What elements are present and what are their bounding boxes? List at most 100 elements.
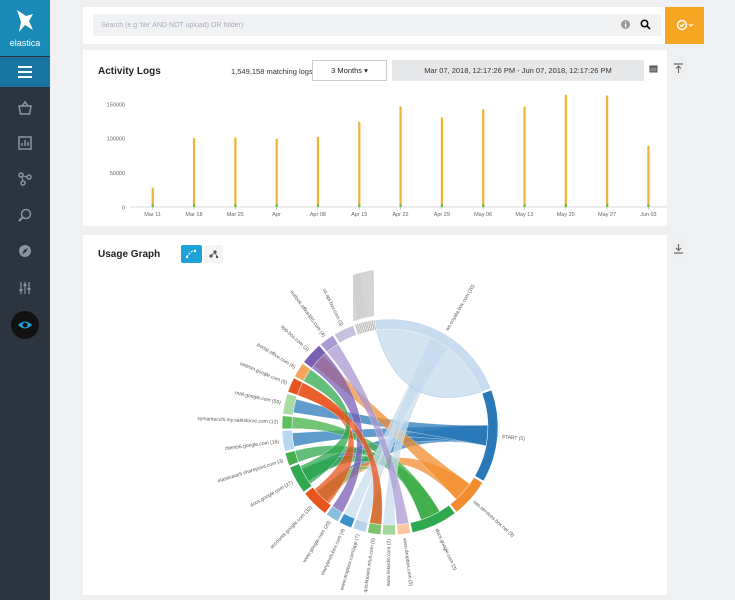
x-tick-label: Mar 11: [144, 212, 161, 218]
chord-group-arc[interactable]: [338, 513, 356, 529]
chord-small-arc: [356, 324, 361, 334]
x-tick-label: May 27: [598, 212, 616, 218]
search-zoom-icon: [18, 208, 32, 222]
nav-share[interactable]: [11, 165, 39, 193]
network-icon: [209, 250, 219, 259]
chord-small-arc: [373, 320, 376, 331]
chord-group-arc[interactable]: [281, 415, 293, 430]
chord-group-arc[interactable]: [320, 335, 339, 353]
chord-label: sadmin.google.com (5): [239, 361, 288, 387]
x-tick-label: Apr 22: [392, 212, 408, 218]
search-input[interactable]: [93, 14, 613, 36]
chord-group-arc[interactable]: [303, 345, 327, 369]
activity-bar[interactable]: [440, 117, 444, 207]
chord-view-toggle[interactable]: [181, 245, 202, 263]
activity-bar[interactable]: [523, 106, 526, 207]
activity-bar[interactable]: [151, 187, 154, 207]
activity-bar-base: [482, 204, 485, 207]
chord-group-arc[interactable]: [284, 450, 299, 467]
eye-icon: [18, 321, 32, 329]
chord-label: accounts.google.com (32): [269, 505, 314, 550]
chord-label: outlook.office365.com (4): [289, 289, 327, 338]
chord-group-arc[interactable]: [334, 325, 357, 344]
collapse-button[interactable]: [670, 55, 687, 82]
y-tick-label: 50000: [110, 171, 125, 177]
chord-group-arc[interactable]: [326, 505, 343, 522]
chord-group-arc[interactable]: [396, 522, 411, 536]
chord-group-arc[interactable]: [289, 463, 313, 493]
chord-group-arc[interactable]: [281, 430, 295, 452]
app-logo[interactable]: elastica: [0, 0, 50, 56]
activity-bar-base: [275, 204, 278, 207]
chord-icon: [185, 249, 197, 259]
sliders-icon: [19, 282, 31, 294]
usage-graph-panel: Usage Graph START (5) sas.services.box.ne…: [83, 235, 667, 595]
chord-group-arc[interactable]: [410, 504, 456, 533]
activity-bar-base: [440, 204, 444, 207]
chord-small-arc: [365, 321, 369, 332]
x-tick-label: Apr 29: [434, 212, 450, 218]
app-name: elastica: [9, 38, 41, 48]
x-tick-label: Apr: [272, 212, 281, 218]
chord-group-arc[interactable]: [374, 318, 492, 393]
nav-sliders[interactable]: [11, 274, 39, 302]
chord-label: www.dropbox.com/app (7): [339, 533, 361, 591]
chord-small-arc: [354, 324, 359, 335]
menu-toggle-button[interactable]: [0, 57, 50, 87]
date-range-field[interactable]: Mar 07, 2018, 12:17:26 PM - Jun 07, 2018…: [392, 60, 644, 81]
chord-small-arc: [357, 323, 361, 334]
chord-group-arc[interactable]: [449, 477, 483, 513]
chord-label: quickbooks.intuit.com (5): [363, 537, 377, 593]
info-icon[interactable]: [620, 19, 631, 30]
chord-group-arc[interactable]: [367, 522, 382, 535]
nav-usage-graph[interactable]: [11, 311, 39, 339]
chord-label: docs.google.com (27): [249, 480, 294, 509]
chord-group-arc[interactable]: [304, 486, 332, 514]
dashboard-icon: [18, 136, 32, 150]
activity-bar[interactable]: [192, 138, 196, 207]
activity-bar-base: [523, 204, 526, 207]
calendar-icon[interactable]: [649, 64, 658, 73]
chord-small-arc: [366, 321, 370, 332]
chord-group-arc[interactable]: [282, 393, 298, 416]
activity-bar[interactable]: [564, 94, 567, 207]
chord-label: mail.google.com (59): [234, 390, 281, 406]
activity-bar-base: [399, 204, 402, 207]
activity-bar[interactable]: [606, 95, 609, 207]
nav-compass[interactable]: [11, 237, 39, 265]
x-tick-label: Apr 15: [351, 212, 367, 218]
activity-bar-base: [647, 204, 650, 207]
chord-group-arc[interactable]: [294, 363, 312, 382]
activity-bar[interactable]: [647, 145, 650, 207]
activity-bar[interactable]: [358, 121, 361, 207]
activity-logs-panel: Activity Logs 1,549,158 matching logs 3 …: [83, 50, 667, 226]
download-button[interactable]: [670, 236, 687, 264]
download-icon: [674, 244, 683, 254]
basket-icon: [18, 100, 32, 115]
chord-group-arc[interactable]: [287, 377, 304, 396]
logo-icon: [17, 10, 33, 32]
sidebar: elastica: [0, 0, 50, 600]
chord-label: portal.office.com (6): [256, 342, 297, 371]
nav-basket[interactable]: [11, 94, 39, 122]
chord-group-arc[interactable]: [352, 518, 369, 533]
activity-bar[interactable]: [275, 138, 278, 207]
x-tick-label: Jun 03: [640, 212, 657, 218]
search-icon[interactable]: [640, 19, 651, 30]
chord-group-arc[interactable]: [474, 389, 499, 482]
activity-bar[interactable]: [316, 136, 320, 207]
time-range-dropdown[interactable]: 3 Months ▾: [312, 60, 387, 81]
activity-bar[interactable]: [234, 137, 237, 207]
activity-logs-title: Activity Logs: [98, 66, 161, 77]
activity-bar[interactable]: [482, 109, 485, 207]
chord-group-arc[interactable]: [382, 524, 396, 536]
chord-label: sas.services.box.net (9): [472, 499, 516, 539]
network-view-toggle[interactable]: [204, 245, 223, 263]
activity-bar-base: [192, 204, 196, 207]
nav-search[interactable]: [11, 201, 39, 229]
alerts-button[interactable]: [665, 7, 704, 44]
activity-bar[interactable]: [399, 106, 402, 207]
chord-small-arc: [359, 323, 363, 334]
activity-bar-chart: 0 50000 100000 150000 Mar 11 Mar 18 Mar 25 Apr A…: [107, 94, 667, 218]
nav-dashboard[interactable]: [11, 129, 39, 157]
